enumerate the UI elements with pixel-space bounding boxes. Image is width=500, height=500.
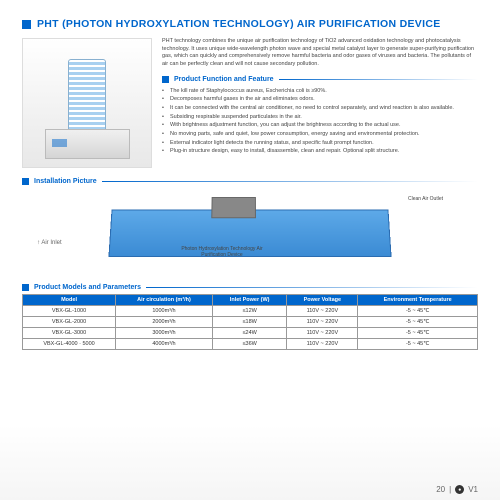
product-image (22, 38, 152, 168)
feature-item: Decomposes harmful gases in the air and … (162, 96, 478, 104)
feature-item: The kill rate of Staphylococcus aureus, … (162, 88, 478, 96)
square-icon (162, 76, 169, 83)
main-title: PHT (PHOTON HYDROXYLATION TECHNOLOGY) AI… (37, 18, 441, 30)
table-cell: 110V ~ 220V (287, 328, 358, 339)
table-cell: -5 ~ 45℃ (358, 328, 478, 339)
table-row: VBX-GL-30003000m³/h≤24W110V ~ 220V-5 ~ 4… (23, 328, 478, 339)
brand-label: V1 (468, 485, 478, 494)
params-section: Product Models and Parameters ModelAir c… (22, 284, 478, 350)
table-cell: ≤36W (212, 339, 286, 350)
table-cell: 1000m³/h (116, 306, 213, 317)
table-row: VBX-GL-20002000m³/h≤18W110V ~ 220V-5 ~ 4… (23, 317, 478, 328)
page-number: 20 (436, 485, 445, 494)
table-cell: ≤24W (212, 328, 286, 339)
table-cell: VBX-GL-4000 · 5000 (23, 339, 116, 350)
table-cell: -5 ~ 45℃ (358, 317, 478, 328)
table-header-cell: Air circulation (m³/h) (116, 295, 213, 306)
square-icon (22, 284, 29, 291)
params-table: ModelAir circulation (m³/h)Inlet Power (… (22, 294, 478, 350)
device-label: Photon Hydroxylation Technology Air Puri… (177, 246, 267, 258)
air-inlet-label: ↑ Air Inlet (37, 240, 62, 246)
main-title-bar: PHT (PHOTON HYDROXYLATION TECHNOLOGY) AI… (22, 18, 478, 30)
table-body: VBX-GL-10001000m³/h≤12W110V ~ 220V-5 ~ 4… (23, 306, 478, 350)
feature-item: It can be connected with the central air… (162, 105, 478, 113)
table-cell: VBX-GL-1000 (23, 306, 116, 317)
install-heading: Installation Picture (22, 178, 478, 185)
feature-item: Plug-in structure design, easy to instal… (162, 148, 478, 156)
feature-item: With brightness adjustment function, you… (162, 122, 478, 130)
feature-item: Subsiding respirable suspended particula… (162, 114, 478, 122)
table-cell: VBX-GL-2000 (23, 317, 116, 328)
table-cell: -5 ~ 45℃ (358, 339, 478, 350)
feature-item: External indicator light detects the run… (162, 140, 478, 148)
table-cell: 110V ~ 220V (287, 317, 358, 328)
table-cell: 110V ~ 220V (287, 339, 358, 350)
table-header-cell: Power Voltage (287, 295, 358, 306)
square-icon (22, 20, 31, 29)
table-cell: 3000m³/h (116, 328, 213, 339)
table-header-cell: Environment Temperature (358, 295, 478, 306)
device-cylinder-icon (68, 59, 106, 131)
air-outlet-label: Clean Air Outlet (408, 196, 443, 202)
table-row: VBX-GL-4000 · 50004000m³/h≤36W110V ~ 220… (23, 339, 478, 350)
feature-list: The kill rate of Staphylococcus aureus, … (162, 88, 478, 157)
table-header-cell: Model (23, 295, 116, 306)
divider-line (102, 181, 478, 182)
table-cell: -5 ~ 45℃ (358, 306, 478, 317)
table-cell: 2000m³/h (116, 317, 213, 328)
divider-line (146, 287, 478, 288)
page: PHT (PHOTON HYDROXYLATION TECHNOLOGY) AI… (0, 0, 500, 500)
table-header-cell: Inlet Power (W) (212, 295, 286, 306)
intro-text: PHT technology combines the unique air p… (162, 38, 478, 69)
table-cell: VBX-GL-3000 (23, 328, 116, 339)
text-column: PHT technology combines the unique air p… (162, 38, 478, 168)
table-cell: 110V ~ 220V (287, 306, 358, 317)
table-cell: ≤18W (212, 317, 286, 328)
feature-heading: Product Function and Feature (162, 75, 478, 85)
top-section: PHT technology combines the unique air p… (22, 38, 478, 168)
install-section: Installation Picture ↑ Air Inlet Clean A… (22, 178, 478, 278)
table-cell: 4000m³/h (116, 339, 213, 350)
unit-icon (211, 197, 256, 218)
table-cell: ≤12W (212, 306, 286, 317)
square-icon (22, 178, 29, 185)
device-base-icon (45, 129, 130, 159)
install-diagram: ↑ Air Inlet Clean Air Outlet Photon Hydr… (22, 188, 478, 278)
install-heading-text: Installation Picture (34, 178, 97, 185)
brand-badge-icon: ● (455, 485, 464, 494)
table-header-row: ModelAir circulation (m³/h)Inlet Power (… (23, 295, 478, 306)
page-footer: 20 | ● V1 (436, 485, 478, 494)
feature-item: No moving parts, safe and quiet, low pow… (162, 131, 478, 139)
feature-heading-text: Product Function and Feature (174, 75, 274, 85)
table-row: VBX-GL-10001000m³/h≤12W110V ~ 220V-5 ~ 4… (23, 306, 478, 317)
divider-line (279, 79, 478, 80)
params-heading: Product Models and Parameters (22, 284, 478, 291)
params-heading-text: Product Models and Parameters (34, 284, 141, 291)
